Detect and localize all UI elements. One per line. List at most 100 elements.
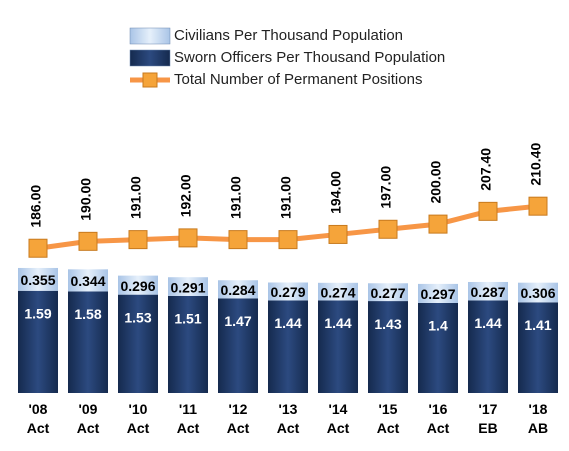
civilians-value-label: 0.274 [320, 284, 355, 300]
bar-civilians [468, 281, 508, 301]
bar-civilians [168, 277, 208, 296]
bar-civilians [118, 275, 158, 295]
x-tick-line: '18 [529, 401, 548, 417]
x-tick-line: '09 [79, 401, 98, 417]
civilians-value-label: 0.297 [420, 286, 455, 302]
civilians-value-label: 0.279 [270, 284, 305, 300]
total-marker [528, 196, 548, 216]
x-tick-label: '09 Act [77, 401, 100, 436]
x-tick-line: Act [27, 420, 50, 436]
bar-sworn [168, 295, 208, 393]
total-value-label: 191.00 [128, 176, 144, 219]
sworn-value-label: 1.4 [428, 318, 448, 334]
x-tick-line: EB [478, 420, 497, 436]
x-tick-line: '13 [279, 401, 298, 417]
x-tick-label: '18 AB [528, 401, 548, 436]
civilians-value-label: 0.284 [220, 282, 255, 298]
bar-sworn [68, 291, 108, 393]
total-marker [428, 214, 448, 234]
total-value-label: 194.00 [328, 171, 344, 214]
total-value-label: 191.00 [278, 176, 294, 219]
bar-sworn [318, 300, 358, 393]
bar-sworn [268, 300, 308, 393]
x-tick-label: '14 Act [327, 401, 350, 436]
x-tick-label: '15 Act [377, 401, 400, 436]
sworn-value-label: 1.51 [174, 311, 201, 327]
total-marker [278, 230, 298, 250]
bar-civilians [368, 283, 408, 302]
x-tick-line: '16 [429, 401, 448, 417]
x-tick-line: Act [177, 420, 200, 436]
legend-marker [142, 72, 158, 88]
x-tick-line: '11 [179, 401, 197, 417]
total-marker [378, 219, 398, 239]
x-tick-line: '10 [129, 401, 148, 417]
bar-sworn [468, 300, 508, 393]
x-tick-line: '15 [379, 401, 398, 417]
bar-civilians [318, 282, 358, 301]
x-tick-line: Act [377, 420, 400, 436]
total-value-label: 207.40 [478, 148, 494, 191]
total-value-label: 191.00 [228, 176, 244, 219]
total-marker [328, 224, 348, 244]
civilians-value-label: 0.355 [20, 272, 55, 288]
total-marker [478, 201, 498, 221]
sworn-value-label: 1.41 [524, 317, 551, 333]
x-tick-label: '17 EB [478, 401, 497, 436]
bar-sworn [368, 301, 408, 393]
legend-swatch [129, 49, 171, 67]
legend-label: Civilians Per Thousand Population [174, 27, 403, 44]
x-tick-line: '14 [329, 401, 348, 417]
civilians-value-label: 0.277 [370, 285, 405, 301]
legend-label: Sworn Officers Per Thousand Population [174, 49, 445, 66]
total-value-label: 192.00 [178, 174, 194, 217]
total-marker [128, 230, 148, 250]
sworn-value-label: 1.43 [374, 316, 401, 332]
x-tick-line: Act [277, 420, 300, 436]
x-tick-line: '17 [479, 401, 498, 417]
x-tick-line: '12 [229, 401, 248, 417]
sworn-value-label: 1.59 [24, 305, 51, 321]
bar-civilians [518, 282, 558, 303]
legend-swatch [129, 27, 171, 45]
bar-civilians [218, 280, 258, 299]
total-marker [178, 228, 198, 248]
civilians-value-label: 0.287 [470, 284, 505, 300]
sworn-value-label: 1.47 [224, 313, 251, 329]
civilians-value-label: 0.306 [520, 285, 555, 301]
bar-sworn [118, 294, 158, 393]
bar-sworn [18, 290, 58, 393]
civilians-value-label: 0.344 [70, 273, 105, 289]
x-tick-line: Act [77, 420, 100, 436]
x-tick-line: AB [528, 420, 548, 436]
bar-sworn [418, 303, 458, 393]
x-tick-line: Act [327, 420, 350, 436]
x-tick-label: '10 Act [127, 401, 150, 436]
sworn-value-label: 1.44 [274, 315, 301, 331]
sworn-value-label: 1.44 [474, 315, 501, 331]
bar-civilians [18, 267, 58, 291]
bar-civilians [68, 269, 108, 292]
bar-sworn [218, 298, 258, 393]
x-tick-line: Act [427, 420, 450, 436]
total-marker [28, 238, 48, 258]
civilians-value-label: 0.296 [120, 278, 155, 294]
total-value-label: 197.00 [378, 166, 394, 209]
bar-civilians [418, 283, 458, 303]
bar-civilians [268, 282, 308, 301]
x-tick-label: '12 Act [227, 401, 250, 436]
legend-label: Total Number of Permanent Positions [174, 71, 422, 88]
total-marker [78, 231, 98, 251]
total-value-label: 186.00 [28, 185, 44, 228]
total-value-label: 190.00 [78, 178, 94, 221]
x-tick-label: '13 Act [277, 401, 300, 436]
x-tick-label: '08 Act [27, 401, 50, 436]
total-marker [228, 230, 248, 250]
sworn-value-label: 1.58 [74, 306, 101, 322]
total-value-label: 210.40 [528, 143, 544, 186]
x-tick-label: '11 Act [177, 401, 200, 436]
sworn-value-label: 1.53 [124, 309, 151, 325]
x-tick-line: Act [227, 420, 250, 436]
sworn-value-label: 1.44 [324, 315, 351, 331]
